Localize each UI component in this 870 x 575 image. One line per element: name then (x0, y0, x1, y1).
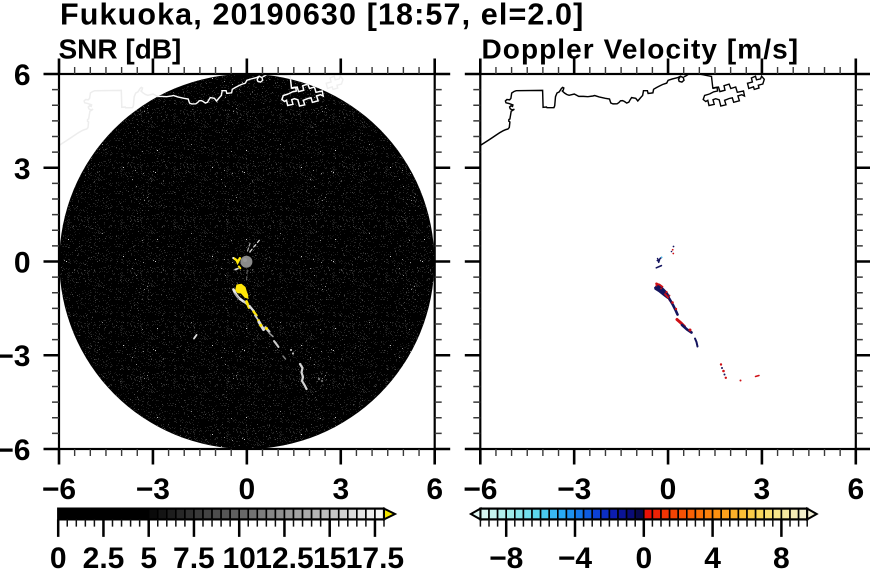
svg-text:0: 0 (50, 542, 67, 570)
svg-text:−3: −3 (136, 473, 170, 506)
svg-text:Fukuoka, 20190630 [18:57, el=2: Fukuoka, 20190630 [18:57, el=2.0] (60, 0, 584, 32)
svg-text:0: 0 (238, 473, 255, 506)
svg-text:−3: −3 (0, 340, 31, 373)
svg-text:0: 0 (14, 247, 31, 280)
svg-text:−8: −8 (489, 542, 523, 570)
svg-text:4: 4 (704, 542, 721, 570)
svg-text:−6: −6 (42, 473, 76, 506)
svg-text:5: 5 (140, 542, 157, 570)
svg-text:−6: −6 (463, 473, 497, 506)
svg-text:−6: −6 (0, 434, 31, 467)
svg-text:3: 3 (754, 473, 771, 506)
svg-text:3: 3 (14, 153, 31, 186)
svg-text:6: 6 (426, 473, 443, 506)
svg-text:−3: −3 (557, 473, 591, 506)
svg-text:8: 8 (773, 542, 790, 570)
svg-text:2.5: 2.5 (83, 542, 125, 570)
svg-text:12.5: 12.5 (255, 542, 313, 570)
svg-text:10: 10 (223, 542, 256, 570)
svg-text:17.5: 17.5 (346, 542, 404, 570)
svg-text:7.5: 7.5 (173, 542, 215, 570)
svg-text:3: 3 (332, 473, 349, 506)
svg-text:Doppler Velocity [m/s]: Doppler Velocity [m/s] (482, 34, 800, 65)
svg-text:6: 6 (14, 59, 31, 92)
svg-text:SNR [dB]: SNR [dB] (59, 34, 182, 65)
svg-text:0: 0 (635, 542, 652, 570)
svg-text:6: 6 (847, 473, 864, 506)
svg-text:−4: −4 (558, 542, 593, 570)
svg-text:0: 0 (660, 473, 677, 506)
svg-text:15: 15 (313, 542, 346, 570)
